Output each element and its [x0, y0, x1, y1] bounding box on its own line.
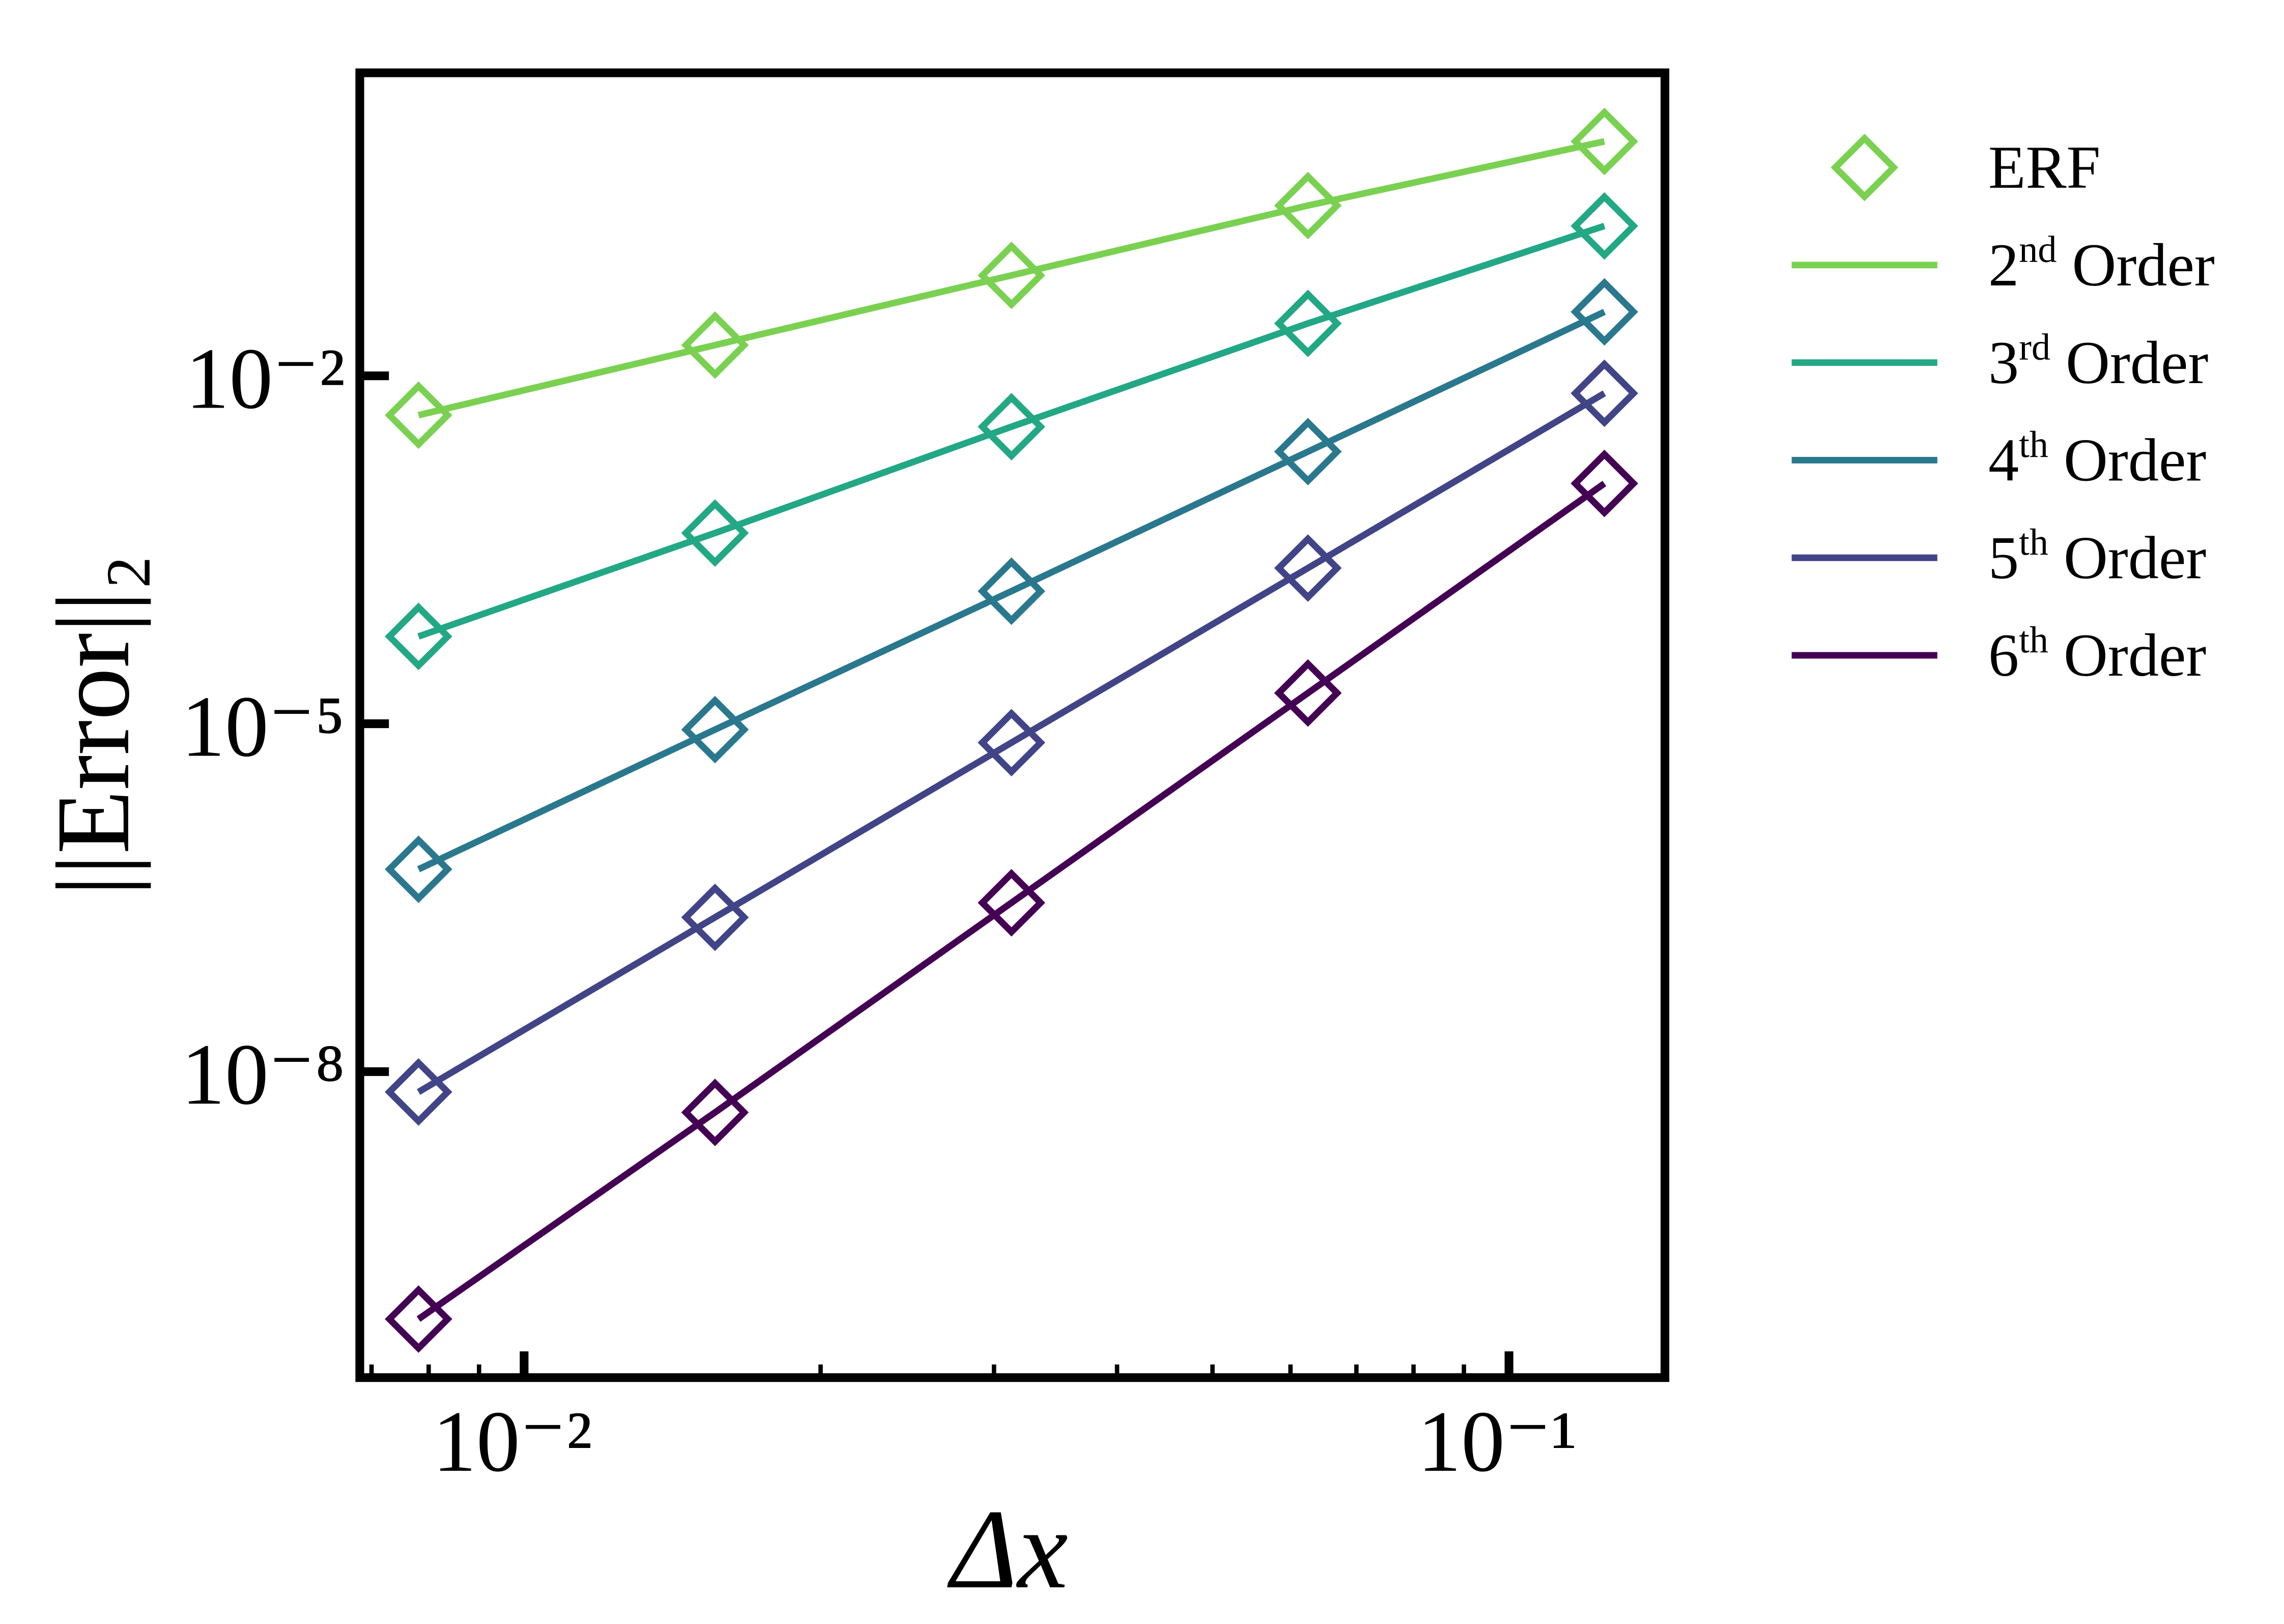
x-tick-label: 10⁻²	[433, 1394, 592, 1490]
y-tick-label: 10⁻⁵	[181, 678, 345, 775]
legend-label: 6th Order	[1988, 619, 2206, 689]
data-marker	[978, 557, 1045, 625]
data-marker	[1274, 534, 1342, 602]
data-marker	[681, 883, 749, 951]
legend-label: 5th Order	[1988, 522, 2206, 592]
data-marker	[1274, 171, 1342, 240]
data-marker	[1571, 278, 1638, 346]
data-marker	[1571, 449, 1638, 517]
x-tick-label: 10⁻¹	[1417, 1394, 1577, 1490]
series-line	[417, 390, 1606, 1095]
data-marker	[978, 869, 1045, 937]
data-marker	[385, 835, 452, 903]
data-marker	[681, 311, 749, 379]
data-marker	[385, 1285, 452, 1353]
y-axis-label: ||Error||₂	[35, 555, 151, 896]
legend-label: 3rd Order	[1988, 327, 2208, 397]
legend-label: 2nd Order	[1988, 229, 2215, 299]
data-marker	[681, 695, 749, 764]
data-marker	[1274, 418, 1342, 486]
data-marker	[978, 709, 1045, 777]
series-line	[417, 223, 1606, 640]
data-marker	[978, 393, 1045, 461]
data-marker	[1571, 359, 1638, 427]
data-marker	[1571, 192, 1638, 260]
series-line	[417, 309, 1606, 873]
y-tick-label: 10⁻⁸	[181, 1026, 345, 1123]
data-marker	[681, 1079, 749, 1146]
x-axis-label: Δx	[947, 1487, 1068, 1612]
legend-label: 4th Order	[1988, 424, 2206, 495]
legend-label: ERF	[1988, 134, 2100, 201]
data-marker	[1571, 107, 1638, 176]
data-marker	[385, 381, 452, 449]
data-marker	[1274, 289, 1342, 358]
data-marker	[1274, 659, 1342, 727]
series-line	[417, 138, 1605, 419]
data-marker	[681, 499, 749, 567]
data-marker	[385, 1058, 452, 1126]
plot-frame	[355, 68, 1670, 1382]
data-marker	[978, 241, 1045, 309]
y-tick-label: 10⁻²	[186, 331, 346, 427]
series-line	[416, 480, 1607, 1322]
data-marker	[385, 602, 452, 671]
legend-marker	[1831, 133, 1899, 201]
